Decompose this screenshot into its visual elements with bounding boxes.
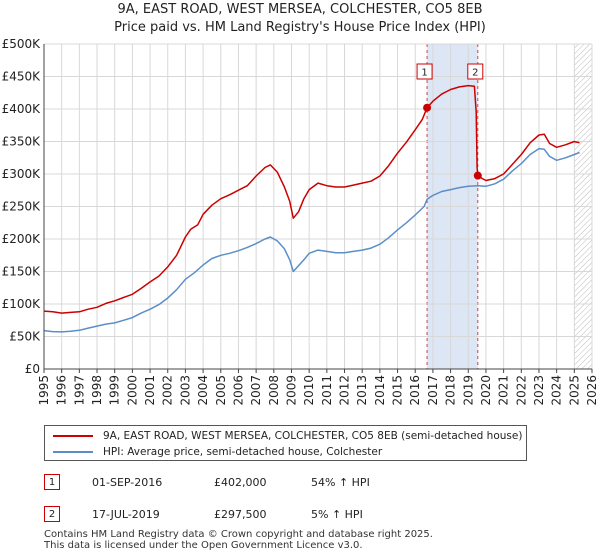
y-tick-label: £150K: [2, 265, 42, 279]
x-tick-label: 2019: [461, 375, 475, 406]
legend-label-hpi: HPI: Average price, semi-detached house,…: [103, 446, 383, 458]
x-tick-label: 2006: [231, 375, 245, 406]
x-tick-label: 1995: [37, 375, 51, 406]
sale-hpi-2: 5% ↑ HPI: [311, 508, 363, 521]
x-tick-label: 1996: [55, 375, 69, 406]
x-tick-label: 2015: [391, 375, 405, 406]
legend-item-hpi: HPI: Average price, semi-detached house,…: [53, 444, 382, 460]
property-price-line: [43, 84, 580, 314]
x-tick-label: 2000: [125, 375, 139, 406]
legend-label-property: 9A, EAST ROAD, WEST MERSEA, COLCHESTER, …: [103, 430, 523, 442]
x-tick-label: 2026: [585, 375, 599, 406]
sale-point-2: [473, 171, 482, 180]
x-tick-label: 2016: [408, 375, 422, 406]
price-chart: 1 2 £0 £50K £100K £150K £200K £250K £300K £350K £…: [2, 37, 599, 406]
sale-price-2: £297,500: [214, 508, 267, 521]
x-tick-label: 2008: [267, 375, 281, 406]
sale-badge-1: 1: [44, 474, 60, 490]
x-tick-label: 1999: [108, 375, 122, 406]
sale-marker-label-2: 2: [472, 68, 478, 79]
y-tick-label: £200K: [2, 232, 42, 246]
y-tick-label: £450K: [2, 70, 42, 84]
x-tick-label: 2017: [426, 375, 440, 406]
sale-marker-box-2: [467, 63, 484, 80]
x-tick-label: 2002: [161, 375, 175, 406]
y-tick-label: £50K: [9, 330, 41, 344]
x-tick-label: 2005: [214, 375, 228, 406]
sale-marker-box-1: [416, 63, 433, 80]
footer-licence: This data is licensed under the Open Gov…: [44, 540, 363, 551]
x-tick-label: 2001: [143, 375, 157, 406]
x-tick-label: 2012: [338, 375, 352, 406]
x-tick-label: 2014: [373, 375, 387, 406]
sale-row-1: 1 01-SEP-2016 £402,000 54% ↑ HPI: [0, 474, 600, 494]
x-tick-label: 2024: [550, 375, 564, 406]
sale-price-1: £402,000: [214, 476, 267, 489]
y-tick-label: £350K: [2, 135, 42, 149]
x-tick-label: 2018: [444, 375, 458, 406]
legend: 9A, EAST ROAD, WEST MERSEA, COLCHESTER, …: [44, 425, 527, 461]
sale-hpi-1: 54% ↑ HPI: [311, 476, 370, 489]
sale-row-2: 2 17-JUL-2019 £297,500 5% ↑ HPI: [0, 506, 600, 526]
y-tick-label: £300K: [2, 167, 42, 181]
legend-item-property: 9A, EAST ROAD, WEST MERSEA, COLCHESTER, …: [53, 428, 522, 444]
sale-date-2: 17-JUL-2019: [92, 508, 160, 521]
y-tick-label: £500K: [2, 37, 42, 51]
x-tick-label: 2022: [514, 375, 528, 406]
sale-badge-2: 2: [44, 506, 60, 522]
x-tick-label: 2007: [249, 375, 263, 406]
y-tick-label: £400K: [2, 102, 42, 116]
y-tick-label: £100K: [2, 297, 42, 311]
legend-swatch-red: [53, 435, 93, 437]
x-tick-label: 2020: [479, 375, 493, 406]
x-tick-label: 2010: [302, 375, 316, 406]
x-tick-label: 2011: [320, 375, 334, 406]
sale-point-1: [423, 103, 432, 112]
x-tick-label: 2004: [196, 375, 210, 406]
x-tick-label: 2009: [284, 375, 298, 406]
chart-title: 9A, EAST ROAD, WEST MERSEA, COLCHESTER, …: [117, 2, 483, 17]
x-tick-label: 1997: [72, 375, 86, 406]
chart-subtitle: Price paid vs. HM Land Registry's House …: [114, 20, 486, 35]
x-tick-label: 2023: [532, 375, 546, 406]
x-tick-label: 2003: [178, 375, 192, 406]
x-tick-label: 2021: [497, 375, 511, 406]
footer: Contains HM Land Registry data © Crown c…: [44, 529, 433, 551]
y-tick-label: £0: [25, 362, 40, 376]
y-tick-label: £250K: [2, 200, 42, 214]
legend-swatch-blue: [53, 451, 93, 453]
x-tick-label: 2013: [355, 375, 369, 406]
x-tick-label: 2025: [567, 375, 581, 406]
hpi-line: [43, 147, 580, 333]
footer-copyright: Contains HM Land Registry data © Crown c…: [44, 529, 433, 540]
x-tick-label: 1998: [90, 375, 104, 406]
sale-date-1: 01-SEP-2016: [92, 476, 163, 489]
sale-marker-label-1: 1: [421, 68, 427, 79]
